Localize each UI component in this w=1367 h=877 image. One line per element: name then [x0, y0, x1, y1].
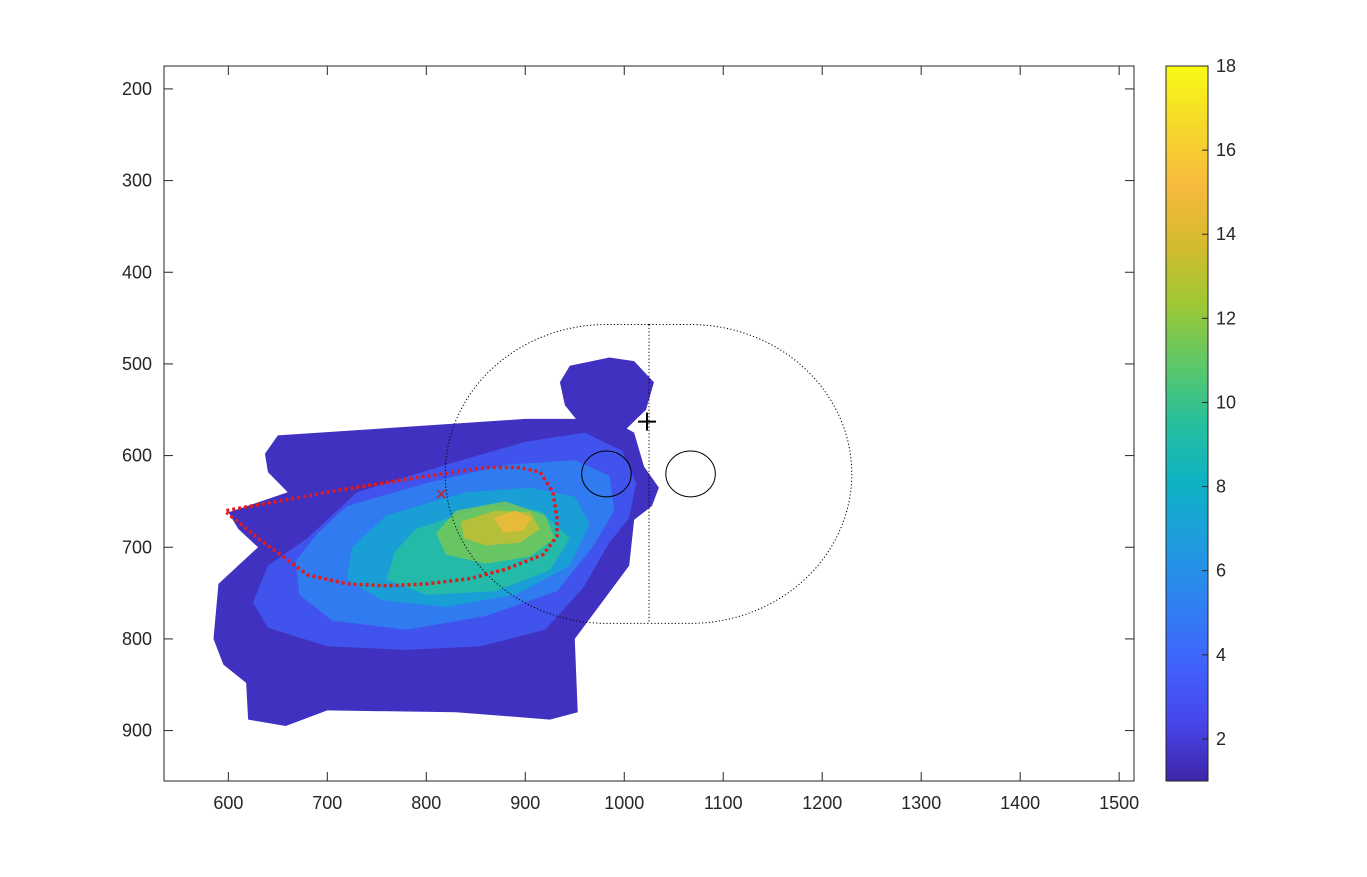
colorbar-tick-label: 12 — [1216, 308, 1236, 328]
x-tick-label: 1200 — [802, 793, 842, 813]
y-axis: 200 300 400 500 600 700 800 900 — [122, 79, 1134, 741]
density-region — [493, 510, 532, 533]
overlay — [225, 324, 852, 624]
y-tick-label: 600 — [122, 446, 152, 466]
colorbar: 2 4 6 8 10 12 14 16 18 — [1165, 56, 1236, 782]
colorbar-tick-label: 14 — [1216, 224, 1236, 244]
y-tick-label: 400 — [122, 262, 152, 282]
x-tick-label: 1300 — [901, 793, 941, 813]
plus-marker — [638, 412, 657, 431]
y-tick-label: 500 — [122, 354, 152, 374]
colorbar-tick-label: 16 — [1216, 140, 1236, 160]
circle-marker — [581, 450, 632, 498]
y-tick-label: 800 — [122, 629, 152, 649]
axes-box — [163, 65, 1135, 782]
x-tick-label: 800 — [411, 793, 441, 813]
circle-marker — [665, 450, 716, 498]
x-tick-label: 700 — [312, 793, 342, 813]
colorbar-tick-label: 8 — [1216, 477, 1226, 497]
colorbar-tick-label: 2 — [1216, 729, 1226, 749]
colorbar-tick-label: 6 — [1216, 561, 1226, 581]
x-tick-label: 900 — [510, 793, 540, 813]
x-axis: 600 700 800 900 1000 1100 1200 1300 1400 1500 — [213, 66, 1139, 813]
colorbar-tick-label: 18 — [1216, 56, 1236, 76]
colorbar-tick-label: 10 — [1216, 392, 1236, 412]
y-tick-label: 200 — [122, 79, 152, 99]
y-tick-label: 300 — [122, 171, 152, 191]
x-tick-label: 1100 — [704, 793, 743, 813]
x-tick-label: 600 — [213, 793, 243, 813]
plot-area — [213, 324, 852, 726]
x-tick-label: 1400 — [1000, 793, 1040, 813]
colorbar-tick-label: 4 — [1216, 645, 1226, 665]
colorbar-scale — [1165, 65, 1209, 782]
y-tick-label: 900 — [122, 721, 152, 741]
threshold-contour — [225, 465, 559, 588]
density-layers — [213, 357, 659, 726]
right-dotted-arc — [649, 324, 852, 624]
density-region — [559, 357, 654, 431]
colorbar-ticks: 2 4 6 8 10 12 14 16 18 — [1202, 56, 1236, 749]
x-marker — [436, 489, 446, 499]
x-tick-label: 1500 — [1099, 793, 1139, 813]
y-tick-label: 700 — [122, 537, 152, 557]
x-tick-label: 1000 — [604, 793, 644, 813]
